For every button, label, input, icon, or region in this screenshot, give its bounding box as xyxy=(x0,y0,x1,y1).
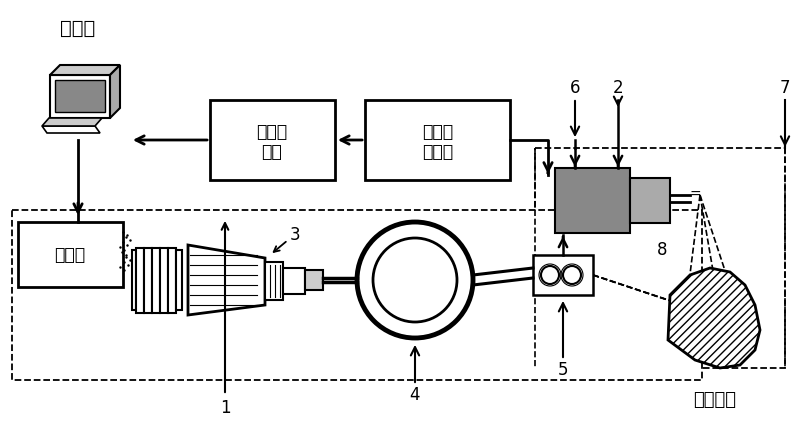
Polygon shape xyxy=(42,118,102,126)
Bar xyxy=(176,250,182,310)
Bar xyxy=(630,178,670,223)
Bar xyxy=(160,247,168,312)
Bar xyxy=(265,262,283,300)
Bar xyxy=(533,255,593,295)
Bar xyxy=(283,268,305,294)
Text: 4: 4 xyxy=(410,386,420,404)
Polygon shape xyxy=(110,65,120,118)
Bar xyxy=(18,222,123,287)
Text: =: = xyxy=(689,188,701,202)
Bar xyxy=(305,270,323,290)
Text: 5: 5 xyxy=(558,361,568,379)
Polygon shape xyxy=(55,80,105,112)
Text: 1: 1 xyxy=(220,399,230,417)
Text: 6: 6 xyxy=(570,79,580,97)
Text: 计算机: 计算机 xyxy=(60,18,96,38)
Bar xyxy=(144,247,152,312)
Text: 投影仪: 投影仪 xyxy=(54,246,86,264)
Text: 3: 3 xyxy=(290,226,300,244)
Bar xyxy=(168,247,176,312)
Polygon shape xyxy=(42,126,100,133)
Text: 图像采
集卡: 图像采 集卡 xyxy=(257,122,287,161)
Bar xyxy=(12,210,702,380)
Polygon shape xyxy=(668,268,760,368)
Text: 成像控
制单元: 成像控 制单元 xyxy=(422,122,454,161)
Bar xyxy=(535,148,785,368)
Polygon shape xyxy=(50,65,120,75)
Text: 被测物体: 被测物体 xyxy=(694,391,737,409)
Bar xyxy=(210,100,335,180)
Bar xyxy=(132,250,136,310)
Bar xyxy=(365,100,510,180)
Polygon shape xyxy=(188,245,265,315)
Bar xyxy=(152,247,160,312)
Text: 2: 2 xyxy=(613,79,623,97)
Bar xyxy=(136,247,144,312)
Bar xyxy=(555,168,630,233)
Polygon shape xyxy=(50,75,110,118)
Text: 7: 7 xyxy=(780,79,790,97)
Text: 8: 8 xyxy=(657,241,667,259)
